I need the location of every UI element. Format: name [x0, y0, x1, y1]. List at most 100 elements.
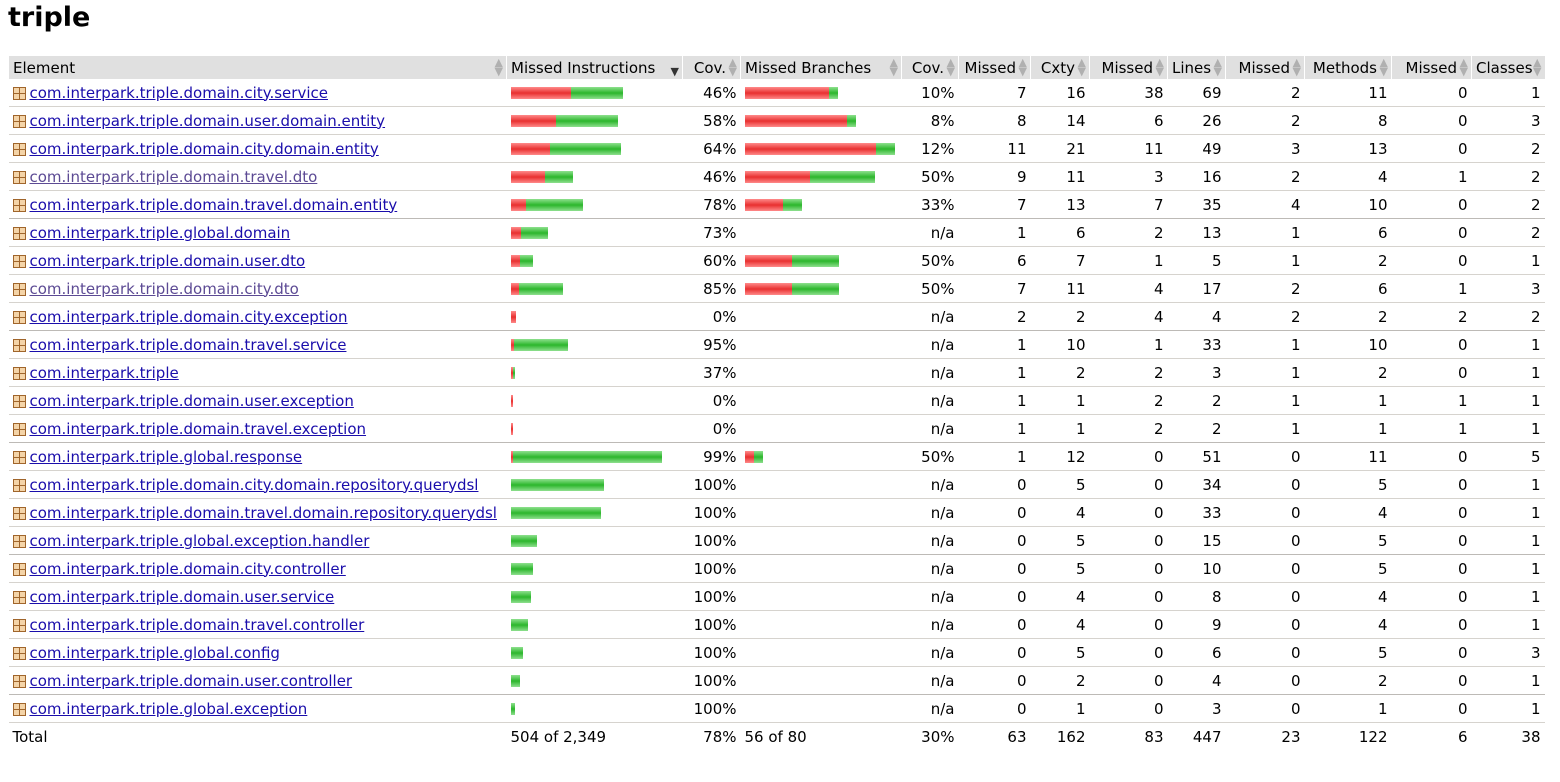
package-cell: com.interpark.triple.domain.city.control… — [8, 554, 507, 583]
package-link[interactable]: com.interpark.triple.domain.travel.domai… — [29, 503, 497, 522]
missed-cxty: 8 — [958, 106, 1031, 135]
missed-methods: 0 — [1225, 442, 1305, 471]
package-link[interactable]: com.interpark.triple.domain.travel.excep… — [29, 419, 367, 438]
cxty: 14 — [1030, 106, 1090, 135]
package-icon — [12, 590, 26, 604]
missed-lines: 11 — [1089, 134, 1168, 163]
branches-missed-bar — [744, 451, 754, 463]
missed-methods: 1 — [1225, 218, 1305, 247]
header-missed-cxty[interactable]: Missed ▲ ▼ — [958, 56, 1031, 79]
package-link[interactable]: com.interpark.triple.domain.user.domain.… — [29, 111, 386, 130]
branches-covered-bar — [828, 87, 838, 99]
package-icon — [12, 478, 26, 492]
package-link[interactable]: com.interpark.triple.domain.city.domain.… — [29, 475, 479, 494]
package-link[interactable]: com.interpark.triple.domain.travel.contr… — [29, 615, 365, 634]
instructions-bar — [510, 199, 583, 211]
instructions-bar-cell — [506, 302, 683, 331]
package-cell: com.interpark.triple.domain.travel.excep… — [8, 414, 507, 443]
cxty: 1 — [1030, 694, 1090, 723]
methods: 10 — [1304, 330, 1392, 359]
lines: 3 — [1167, 694, 1226, 723]
table-row: com.interpark.triple.domain.city.service… — [8, 79, 1545, 107]
total-classes: 38 — [1521, 728, 1541, 746]
branches-missed-bar — [744, 87, 829, 99]
header-methods[interactable]: Methods ▲ ▼ — [1304, 56, 1392, 79]
missed-cxty: 7 — [958, 79, 1031, 107]
lines: 35 — [1167, 190, 1226, 219]
branches-coverage: n/a — [901, 414, 959, 443]
header-lines[interactable]: Lines ▲ ▼ — [1167, 56, 1226, 79]
package-link[interactable]: com.interpark.triple.domain.travel.servi… — [29, 335, 347, 354]
table-row: com.interpark.triple.domain.city.dto 85% 5… — [8, 274, 1545, 303]
instructions-missed-bar — [510, 395, 513, 407]
header-missed-lines[interactable]: Missed ▲ ▼ — [1089, 56, 1168, 79]
header-classes[interactable]: Classes ▲ ▼ — [1471, 56, 1545, 79]
package-link[interactable]: com.interpark.triple.domain.user.service — [29, 587, 335, 606]
header-element[interactable]: Element ▲ ▼ — [8, 56, 507, 79]
package-link[interactable]: com.interpark.triple.domain.travel.dto — [29, 167, 318, 186]
lines: 4 — [1167, 302, 1226, 331]
header-missed-classes[interactable]: Missed ▲ ▼ — [1391, 56, 1472, 79]
cxty: 11 — [1030, 274, 1090, 303]
classes: 1 — [1471, 666, 1545, 695]
missed-classes: 0 — [1391, 638, 1472, 667]
branches-missed-bar — [744, 283, 792, 295]
instructions-coverage: 46% — [682, 79, 741, 107]
package-link[interactable]: com.interpark.triple.domain.city.service — [29, 83, 328, 102]
instructions-covered-bar — [510, 647, 523, 659]
methods: 4 — [1304, 610, 1392, 639]
package-link[interactable]: com.interpark.triple.global.exception.ha… — [29, 531, 370, 550]
package-link[interactable]: com.interpark.triple.domain.city.excepti… — [29, 307, 348, 326]
package-link[interactable]: com.interpark.triple.global.exception — [29, 699, 308, 718]
instructions-bar — [510, 311, 516, 323]
package-link[interactable]: com.interpark.triple.domain.city.domain.… — [29, 139, 379, 158]
lines: 6 — [1167, 638, 1226, 667]
package-link[interactable]: com.interpark.triple.global.domain — [29, 223, 291, 242]
instructions-missed-bar — [510, 199, 526, 211]
instructions-bar — [510, 451, 662, 463]
classes: 2 — [1471, 190, 1545, 219]
missed-classes: 0 — [1391, 106, 1472, 135]
methods: 4 — [1304, 582, 1392, 611]
branches-bar-cell — [740, 610, 902, 639]
package-link[interactable]: com.interpark.triple — [29, 363, 179, 382]
package-link[interactable]: com.interpark.triple.domain.city.dto — [29, 279, 299, 298]
missed-cxty: 1 — [958, 218, 1031, 247]
header-missed-branches[interactable]: Missed Branches ▲ ▼ — [740, 56, 902, 79]
package-link[interactable]: com.interpark.triple.domain.user.excepti… — [29, 391, 354, 410]
header-instructions-coverage[interactable]: Cov. ▲ ▼ — [682, 56, 741, 79]
branches-bar — [744, 255, 839, 267]
cxty: 11 — [1030, 162, 1090, 191]
cxty: 2 — [1030, 302, 1090, 331]
missed-lines: 3 — [1089, 162, 1168, 191]
package-cell: com.interpark.triple.global.exception — [8, 694, 507, 723]
lines: 26 — [1167, 106, 1226, 135]
lines: 5 — [1167, 246, 1226, 275]
package-link[interactable]: com.interpark.triple.domain.user.control… — [29, 671, 353, 690]
table-row: com.interpark.triple.domain.user.control… — [8, 666, 1545, 695]
instructions-coverage: 46% — [682, 162, 741, 191]
package-link[interactable]: com.interpark.triple.global.response — [29, 447, 303, 466]
package-link[interactable]: com.interpark.triple.global.config — [29, 643, 280, 662]
instructions-coverage: 78% — [682, 190, 741, 219]
package-icon — [12, 366, 26, 380]
branches-coverage: n/a — [901, 498, 959, 527]
instructions-coverage: 73% — [682, 218, 741, 247]
instructions-bar — [510, 423, 513, 435]
package-link[interactable]: com.interpark.triple.domain.user.dto — [29, 251, 306, 270]
branches-bar-cell — [740, 218, 902, 247]
classes: 2 — [1471, 218, 1545, 247]
package-icon — [12, 450, 26, 464]
package-link[interactable]: com.interpark.triple.domain.city.control… — [29, 559, 346, 578]
instructions-bar-cell — [506, 526, 683, 555]
header-cxty[interactable]: Cxty ▲ ▼ — [1030, 56, 1090, 79]
missed-classes: 0 — [1391, 694, 1472, 723]
table-row: com.interpark.triple.domain.user.excepti… — [8, 386, 1545, 415]
header-branches-coverage[interactable]: Cov. ▲ ▼ — [901, 56, 959, 79]
package-link[interactable]: com.interpark.triple.domain.travel.domai… — [29, 195, 398, 214]
missed-lines: 6 — [1089, 106, 1168, 135]
header-missed-methods[interactable]: Missed ▲ ▼ — [1225, 56, 1305, 79]
instructions-coverage: 100% — [682, 610, 741, 639]
header-missed-instructions[interactable]: Missed Instructions ▼ — [506, 56, 683, 79]
instructions-coverage: 100% — [682, 470, 741, 499]
